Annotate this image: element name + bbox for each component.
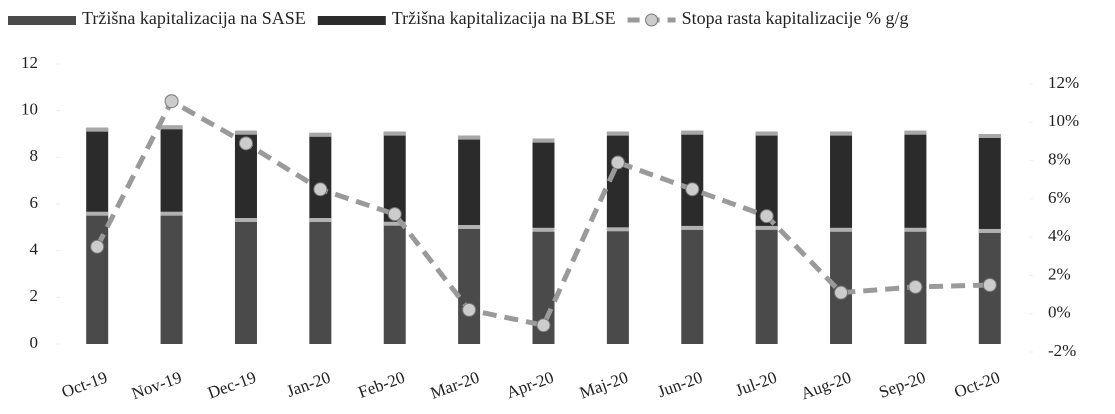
bar-cap xyxy=(755,225,778,230)
bar xyxy=(86,127,109,212)
bar-cap xyxy=(160,211,183,216)
y2-tick-label: 12% xyxy=(1048,73,1079,92)
legend-label: Tržišna kapitalizacija na BLSE xyxy=(392,8,616,28)
y-tick-label: 8 xyxy=(30,146,39,165)
bar-cap xyxy=(234,130,257,135)
bar xyxy=(458,225,481,344)
y2-tick-label: 10% xyxy=(1048,111,1079,130)
legend-label: Stopa rasta kapitalizacije % g/g xyxy=(682,8,909,28)
y2-tick-label: 0% xyxy=(1048,303,1071,322)
bar xyxy=(606,131,629,228)
x-tick-label: Sep-20 xyxy=(876,368,928,402)
y2-tick-label: 6% xyxy=(1048,188,1071,207)
x-tick-label: Feb-20 xyxy=(356,368,408,402)
line-marker xyxy=(685,182,700,197)
line-marker xyxy=(834,285,849,300)
bar-cap xyxy=(86,127,109,132)
y2-tick-label: 2% xyxy=(1048,264,1071,283)
bar xyxy=(830,131,853,228)
bar xyxy=(755,225,778,344)
bar-cap xyxy=(830,227,853,232)
y-tick-label: 4 xyxy=(30,240,39,259)
legend-label: Tržišna kapitalizacija na SASE xyxy=(82,8,306,28)
line-marker xyxy=(908,279,923,294)
y-tick-label: 0 xyxy=(30,333,39,352)
bar-cap xyxy=(86,211,109,216)
bar xyxy=(904,130,927,228)
x-tick-label: Oct-19 xyxy=(59,368,110,402)
x-tick-label: Jul-20 xyxy=(733,368,779,400)
bar-cap xyxy=(234,218,257,222)
bar xyxy=(160,125,183,212)
bar-cap xyxy=(309,218,332,222)
bar-cap xyxy=(383,131,406,136)
y2-tick-label: 8% xyxy=(1048,149,1071,168)
x-tick-label: Apr-20 xyxy=(504,368,556,403)
x-tick-label: Aug-20 xyxy=(798,368,853,404)
bar xyxy=(458,135,481,225)
y-tick-label: 6 xyxy=(30,193,39,212)
x-tick-label: Nov-19 xyxy=(129,368,184,404)
bar-cap xyxy=(606,131,629,136)
bar-cap xyxy=(606,227,629,232)
bar xyxy=(86,211,109,344)
x-tick-label: Dec-19 xyxy=(205,368,259,403)
line-marker xyxy=(759,209,774,224)
bar xyxy=(978,134,1001,229)
line-marker xyxy=(90,239,105,254)
bar xyxy=(383,131,406,222)
bar xyxy=(681,225,704,344)
y2-tick-label: 4% xyxy=(1048,226,1071,245)
y-tick-label: 10 xyxy=(21,100,38,119)
bar-cap xyxy=(830,131,853,136)
line-marker xyxy=(610,155,625,170)
x-tick-label: Mar-20 xyxy=(428,368,482,403)
bar xyxy=(234,130,257,218)
y-tick-label: 2 xyxy=(30,286,39,305)
bar-cap xyxy=(904,130,927,135)
bar xyxy=(234,218,257,344)
bar-cap xyxy=(532,227,555,232)
bar-cap xyxy=(532,138,555,143)
bar xyxy=(606,227,629,344)
legend-swatch xyxy=(317,16,386,25)
bar-cap xyxy=(681,130,704,135)
x-tick-label: Jun-20 xyxy=(655,368,705,402)
bar-cap xyxy=(755,131,778,136)
bar-cap xyxy=(309,132,332,137)
bar xyxy=(309,218,332,344)
x-tick-label: Maj-20 xyxy=(577,368,631,403)
bar xyxy=(681,130,704,226)
legend-marker xyxy=(645,13,659,27)
y2-tick-label: -2% xyxy=(1048,341,1076,360)
line-marker xyxy=(536,318,551,333)
bar-cap xyxy=(978,134,1001,138)
bar xyxy=(160,211,183,344)
legend-swatch xyxy=(8,16,76,25)
bar xyxy=(755,131,778,226)
bar xyxy=(532,138,555,228)
line-marker xyxy=(982,278,997,292)
x-tick-label: Oct-20 xyxy=(952,368,1003,402)
x-tick-label: Jan-20 xyxy=(284,368,333,401)
line-marker xyxy=(387,207,402,222)
bar-cap xyxy=(160,125,183,130)
bar-cap xyxy=(383,221,406,226)
y-tick-label: 12 xyxy=(21,53,38,72)
line-marker xyxy=(313,182,328,197)
bar-cap xyxy=(458,135,481,140)
bar-cap xyxy=(458,225,481,229)
bar-cap xyxy=(681,225,704,230)
bar xyxy=(309,132,332,218)
bar-cap xyxy=(904,227,927,232)
line-marker xyxy=(238,136,253,151)
line-marker xyxy=(164,94,179,109)
bar xyxy=(383,221,406,344)
bar-cap xyxy=(978,228,1001,233)
line-marker xyxy=(462,302,477,317)
